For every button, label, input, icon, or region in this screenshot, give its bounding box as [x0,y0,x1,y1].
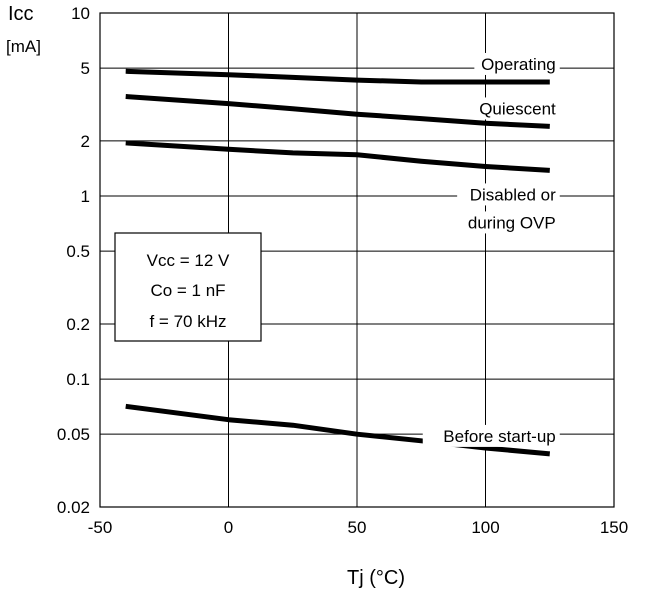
y-tick-label: 0.1 [66,370,90,389]
series-line-disabled-or-during-ovp [125,140,550,173]
series-line-operating [125,68,550,85]
x-tick-label: 0 [224,518,233,537]
x-tick-label: -50 [88,518,113,537]
x-axis-title: Tj (°C) [347,567,405,589]
y-tick-label: 0.05 [57,425,90,444]
x-tick-label: 150 [600,518,628,537]
condition-frequency: f = 70 kHz [149,312,226,331]
series-lines [125,68,551,457]
y-tick-label: 0.02 [57,498,90,517]
y-tick-label: 1 [81,187,90,206]
condition-vcc: Vcc = 12 V [147,251,230,270]
condition-co: Co = 1 nF [150,281,225,300]
plot-frame [99,12,615,508]
y-tick-label: 0.2 [66,315,90,334]
series-line-before-start-up [125,403,551,457]
y-tick-labels: 10 5 2 1 0.5 0.2 0.1 0.05 0.02 [57,4,90,517]
series-label-quiescent: Quiescent [479,99,556,118]
series-label-bg [457,183,560,206]
y-tick-label: 0.5 [66,242,90,261]
y-axis-title-unit: [mA] [6,37,41,56]
y-tick-label: 5 [81,59,90,78]
series-label-bg [422,424,560,447]
conditions-box: Vcc = 12 V Co = 1 nF f = 70 kHz [114,232,262,342]
conditions-box-frame [114,232,262,342]
series-label-disabled-or-during-ovp: Disabled or [470,185,556,204]
series-label-operating: Operating [481,55,556,74]
series-label-bg [474,52,560,75]
series-labels: Operating Quiescent Disabled or during OVP B… [422,52,560,447]
x-tick-label: 50 [348,518,367,537]
series-label-before-start-up: Before start-up [443,427,555,446]
series-label-disabled-or-during-ovp: during OVP [468,213,556,232]
series-label-bg [465,211,560,234]
x-tick-labels: -50 0 50 100 150 [88,518,628,537]
y-axis-title-symbol: Icc [8,3,34,25]
series-line-quiescent [125,94,550,129]
series-label-bg [474,97,560,120]
y-tick-label: 2 [81,132,90,151]
x-tick-label: 100 [471,518,499,537]
y-tick-label: 10 [71,4,90,23]
